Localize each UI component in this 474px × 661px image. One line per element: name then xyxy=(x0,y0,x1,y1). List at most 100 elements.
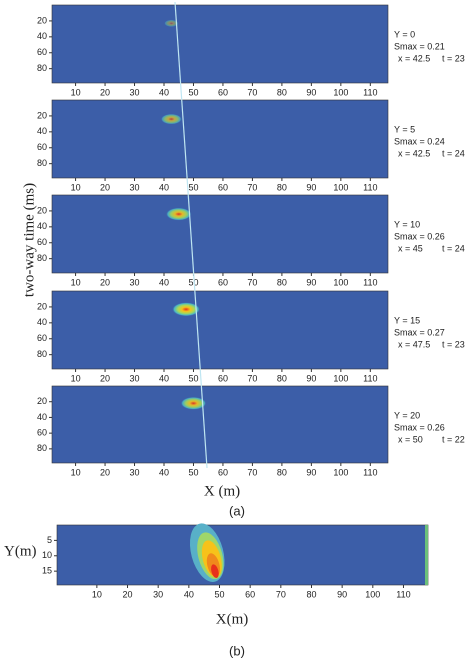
x-tick-label: 50 xyxy=(188,373,198,383)
x-tick-label: 80 xyxy=(277,467,287,477)
x-tick-label: 70 xyxy=(276,589,286,599)
plot-area xyxy=(51,290,389,370)
y-tick-label: 15 xyxy=(42,566,52,576)
amplitude-peak xyxy=(180,396,207,410)
annotation: t = 23 xyxy=(442,339,465,349)
x-tick-label: 10 xyxy=(92,589,102,599)
annotation: Smax = 0.26 xyxy=(394,231,445,241)
x-tick-label: 70 xyxy=(247,277,257,287)
x-tick-label: 90 xyxy=(306,373,316,383)
x-tick-label: 30 xyxy=(130,467,140,477)
y-tick-label: 80 xyxy=(37,63,47,73)
x-tick-label: 110 xyxy=(363,373,377,383)
x-tick-label: 60 xyxy=(218,87,228,97)
x-tick-label: 40 xyxy=(159,277,169,287)
x-tick-label: 50 xyxy=(188,467,198,477)
y-tick-label: 80 xyxy=(37,349,47,359)
plot-area xyxy=(51,4,389,84)
x-tick-label: 110 xyxy=(363,277,377,287)
x-tick-label: 70 xyxy=(247,467,257,477)
x-tick-label: 100 xyxy=(333,277,348,287)
x-tick-label: 110 xyxy=(363,182,377,192)
x-tick-label: 70 xyxy=(247,182,257,192)
y-tick-label: 60 xyxy=(37,333,47,343)
x-tick-label: 20 xyxy=(100,373,110,383)
x-axis-label: X(m) xyxy=(216,611,249,627)
x-tick-label: 30 xyxy=(130,277,140,287)
x-tick-label: 30 xyxy=(130,373,140,383)
x-tick-label: 40 xyxy=(159,373,169,383)
x-tick-label: 50 xyxy=(188,277,198,287)
y-axis-label: Y(m) xyxy=(4,543,37,559)
annotation: Smax = 0.24 xyxy=(394,136,445,146)
annotation: Smax = 0.27 xyxy=(394,327,445,337)
annotation: x = 45 xyxy=(398,243,423,253)
amplitude-peak xyxy=(172,302,201,317)
y-tick-label: 40 xyxy=(37,412,47,422)
x-tick-label: 100 xyxy=(333,182,348,192)
annotation: Y = 10 xyxy=(394,219,420,229)
annotation: x = 47.5 xyxy=(398,339,430,349)
x-tick-label: 20 xyxy=(100,277,110,287)
amplitude-peak xyxy=(164,19,179,27)
x-tick-label: 110 xyxy=(363,87,377,97)
annotation: t = 22 xyxy=(442,434,465,444)
trend-line xyxy=(174,1,208,469)
x-tick-label: 40 xyxy=(184,589,194,599)
x-tick-label: 60 xyxy=(218,467,228,477)
x-tick-label: 70 xyxy=(247,373,257,383)
x-tick-label: 30 xyxy=(130,87,140,97)
x-tick-label: 100 xyxy=(365,589,380,599)
plot-area xyxy=(51,194,389,274)
x-tick-label: 70 xyxy=(247,87,257,97)
x-tick-label: 80 xyxy=(277,87,287,97)
y-tick-label: 60 xyxy=(37,47,47,57)
x-tick-label: 80 xyxy=(277,373,287,383)
annotation: Y = 0 xyxy=(394,29,415,39)
x-tick-label: 20 xyxy=(100,87,110,97)
x-tick-label: 90 xyxy=(306,87,316,97)
x-tick-label: 10 xyxy=(71,87,81,97)
x-tick-label: 30 xyxy=(153,589,163,599)
plot-area xyxy=(56,524,429,586)
y-tick-label: 20 xyxy=(37,110,47,120)
x-tick-label: 20 xyxy=(100,182,110,192)
plot-area xyxy=(51,99,389,179)
x-tick-label: 10 xyxy=(71,277,81,287)
x-tick-label: 110 xyxy=(396,589,410,599)
x-tick-label: 20 xyxy=(123,589,133,599)
annotation: Y = 5 xyxy=(394,124,415,134)
annotation: x = 42.5 xyxy=(398,148,430,158)
y-tick-label: 20 xyxy=(37,301,47,311)
x-tick-label: 50 xyxy=(188,182,198,192)
x-tick-label: 110 xyxy=(363,467,377,477)
annotation: x = 50 xyxy=(398,434,423,444)
x-tick-label: 60 xyxy=(218,182,228,192)
y-tick-label: 5 xyxy=(47,535,52,545)
x-tick-label: 90 xyxy=(306,277,316,287)
x-tick-label: 80 xyxy=(277,182,287,192)
x-tick-label: 50 xyxy=(214,589,224,599)
y-tick-label: 60 xyxy=(37,428,47,438)
annotation: t = 24 xyxy=(442,148,465,158)
x-tick-label: 100 xyxy=(333,373,348,383)
annotation: Smax = 0.26 xyxy=(394,422,445,432)
caption: (b) xyxy=(229,643,245,658)
edge-strip xyxy=(425,525,428,585)
x-tick-label: 90 xyxy=(306,467,316,477)
annotation: t = 23 xyxy=(442,53,465,63)
x-tick-label: 40 xyxy=(159,467,169,477)
x-tick-label: 50 xyxy=(188,87,198,97)
annotation: x = 42.5 xyxy=(398,53,430,63)
annotation: Y = 20 xyxy=(394,410,420,420)
y-axis-label: two-way time (ms) xyxy=(21,183,37,297)
annotation: Y = 15 xyxy=(394,315,420,325)
plot-area xyxy=(51,385,389,464)
y-tick-label: 60 xyxy=(37,142,47,152)
x-tick-label: 90 xyxy=(306,182,316,192)
y-tick-label: 40 xyxy=(37,317,47,327)
amplitude-peak xyxy=(165,207,192,221)
y-tick-label: 60 xyxy=(37,237,47,247)
y-tick-label: 40 xyxy=(37,126,47,136)
